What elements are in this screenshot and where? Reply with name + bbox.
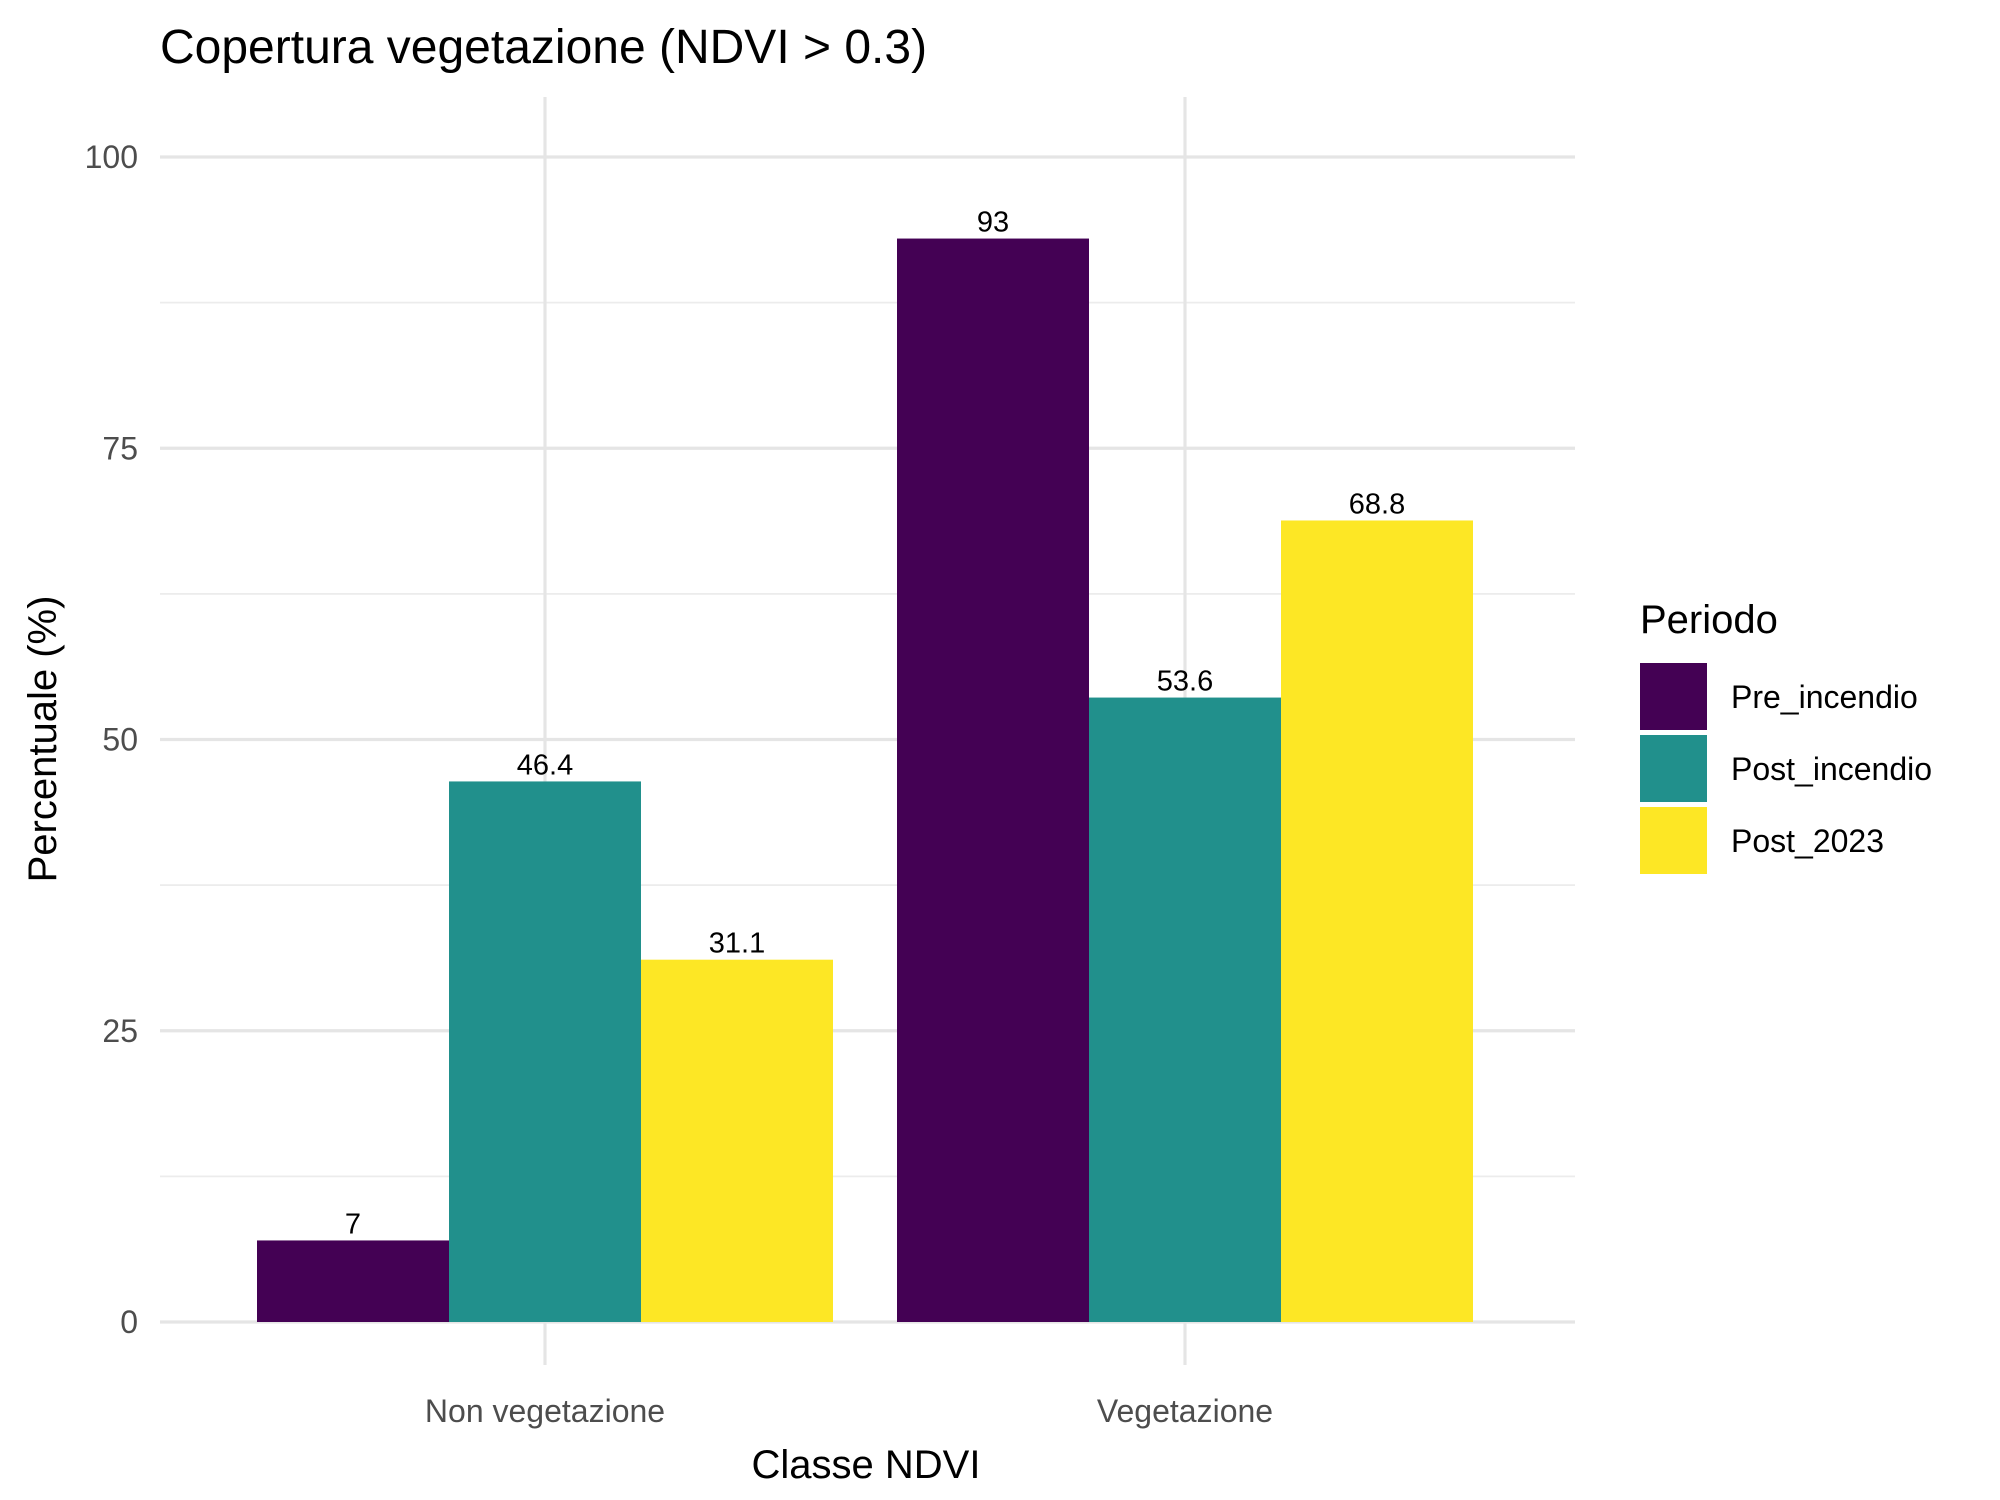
data-label: 68.8 (1349, 488, 1405, 520)
x-tick-label: Vegetazione (1097, 1393, 1273, 1429)
y-tick-label: 100 (85, 139, 138, 175)
legend-label: Post_2023 (1731, 823, 1884, 859)
y-axis-ticks: 0 25 50 75 100 (85, 139, 138, 1340)
y-tick-label: 75 (102, 430, 138, 466)
legend-items: Pre_incendio Post_incendio Post_2023 (1640, 663, 1932, 874)
chart-title: Copertura vegetazione (NDVI > 0.3) (160, 21, 927, 74)
x-axis-title: Classe NDVI (752, 1443, 981, 1487)
legend: Periodo Pre_incendio Post_incendio Post_20… (1640, 598, 1932, 874)
data-label: 7 (345, 1208, 361, 1240)
bar-post-incendio-0 (449, 781, 641, 1322)
data-labels: 7 46.4 31.1 93 53.6 68.8 (345, 207, 1405, 1241)
bar-pre-incendio-1 (897, 238, 1089, 1322)
legend-label: Pre_incendio (1731, 679, 1918, 715)
y-tick-label: 25 (102, 1013, 138, 1049)
bar-pre-incendio-0 (257, 1240, 449, 1322)
y-tick-label: 50 (102, 722, 138, 758)
y-tick-label: 0 (120, 1304, 138, 1340)
x-tick-label: Non vegetazione (425, 1393, 665, 1429)
x-axis-ticks: Non vegetazione Vegetazione (425, 1393, 1273, 1429)
legend-title: Periodo (1640, 598, 1778, 642)
legend-swatch-post-incendio (1640, 735, 1707, 802)
legend-swatch-post-2023 (1640, 807, 1707, 874)
bar-post-2023-1 (1281, 520, 1473, 1322)
bar-post-2023-0 (641, 959, 833, 1322)
y-axis-title: Percentuale (%) (21, 596, 65, 883)
bars (257, 238, 1473, 1322)
data-label: 53.6 (1157, 666, 1213, 698)
legend-swatch-pre-incendio (1640, 663, 1707, 730)
legend-label: Post_incendio (1731, 751, 1932, 787)
data-label: 31.1 (709, 928, 765, 960)
data-label: 46.4 (517, 749, 573, 781)
bar-post-incendio-1 (1089, 697, 1281, 1322)
data-label: 93 (977, 207, 1009, 239)
